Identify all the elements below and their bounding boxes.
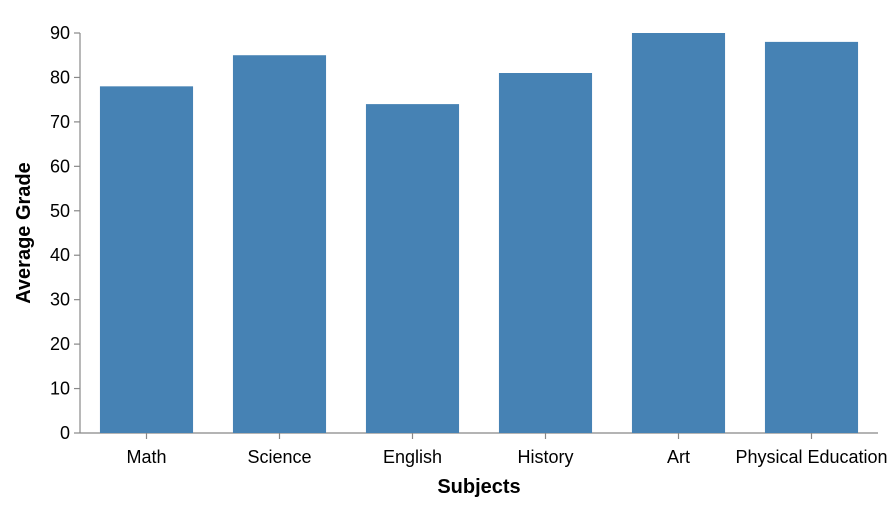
y-tick-label: 0 [60, 423, 70, 443]
y-tick-label: 50 [50, 201, 70, 221]
bar-physical-education [764, 41, 859, 434]
bar-math [99, 86, 194, 433]
y-tick-label: 80 [50, 67, 70, 87]
bar-series [99, 33, 859, 434]
bar-art [631, 33, 726, 433]
bar-history [498, 73, 593, 433]
x-tick-label: Math [126, 447, 166, 467]
x-tick-label: Art [667, 447, 690, 467]
x-tick-label: English [383, 447, 442, 467]
y-tick-label: 70 [50, 112, 70, 132]
y-tick-label: 90 [50, 23, 70, 43]
x-axis: Math Science English History Art Physical Edu… [80, 432, 888, 467]
y-tick-label: 30 [50, 290, 70, 310]
y-tick-label: 20 [50, 334, 70, 354]
bar-english [365, 104, 460, 433]
y-tick-label: 40 [50, 245, 70, 265]
x-tick-label: Physical Education [735, 447, 887, 467]
y-axis-title: Average Grade [13, 162, 35, 304]
y-tick-label: 10 [50, 379, 70, 399]
bar-science [232, 55, 327, 433]
x-tick-label: History [517, 447, 573, 467]
x-tick-label: Science [247, 447, 311, 467]
y-tick-label: 60 [50, 156, 70, 176]
y-axis: 0 10 20 30 40 50 60 70 80 90 [50, 23, 81, 443]
x-axis-title: Subjects [437, 476, 520, 498]
